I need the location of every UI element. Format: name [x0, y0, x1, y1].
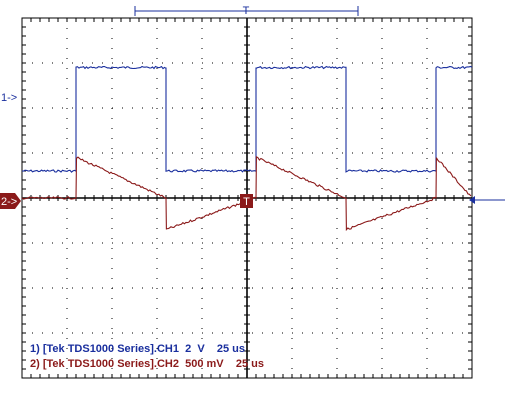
trigger-level-arrow[interactable]	[469, 196, 475, 204]
trace-ch1	[21, 65, 473, 173]
ch2-scale-label: 2) [Tek TDS1000 Series].CH2 500 mV 25 us	[30, 358, 264, 370]
ch2-ground-marker[interactable]: 2->	[1, 196, 17, 208]
graticule	[21, 17, 473, 379]
trigger-position-marker[interactable]: T	[243, 5, 250, 17]
overlays: T 1-> 2-> T 1) [Tek TDS1000 Series].CH1 …	[0, 5, 505, 370]
ch1-ground-marker[interactable]: 1->	[1, 92, 17, 104]
trigger-level-marker-bg[interactable]	[240, 194, 253, 208]
ch2-marker-background[interactable]	[0, 193, 21, 209]
trigger-level-marker[interactable]: T	[243, 196, 250, 208]
ch1-scale-label: 1) [Tek TDS1000 Series].CH1 2 V 25 us	[30, 343, 245, 355]
